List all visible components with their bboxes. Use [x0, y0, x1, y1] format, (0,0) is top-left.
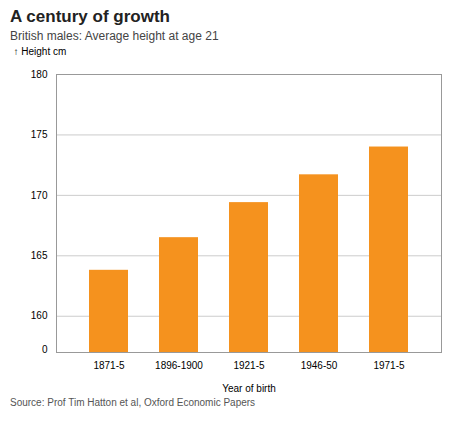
html-text:British males: Average height: British males: Average height at age 21: [10, 29, 219, 43]
svg-text:↑ Height cm: ↑ Height cm: [14, 46, 67, 57]
svg-text:175: 175: [31, 129, 48, 140]
svg-text:Year of birth: Year of birth: [222, 383, 276, 394]
svg-text:165: 165: [31, 250, 48, 261]
svg-text:1971-5: 1971-5: [373, 360, 405, 371]
svg-text:0: 0: [42, 344, 48, 355]
svg-text:1871-5: 1871-5: [93, 360, 125, 371]
svg-text:180: 180: [31, 69, 48, 80]
html-text:A century of growth: A century of growth: [10, 7, 170, 26]
html-text:Source: Prof Tim Hatton et al,: Source: Prof Tim Hatton et al, Oxford Ec…: [10, 397, 256, 408]
svg-text:1921-5: 1921-5: [233, 360, 265, 371]
svg-text:160: 160: [31, 310, 48, 321]
svg-text:1896-1900: 1896-1900: [155, 360, 203, 371]
svg-text:170: 170: [31, 190, 48, 201]
svg-text:1946-50: 1946-50: [301, 360, 338, 371]
